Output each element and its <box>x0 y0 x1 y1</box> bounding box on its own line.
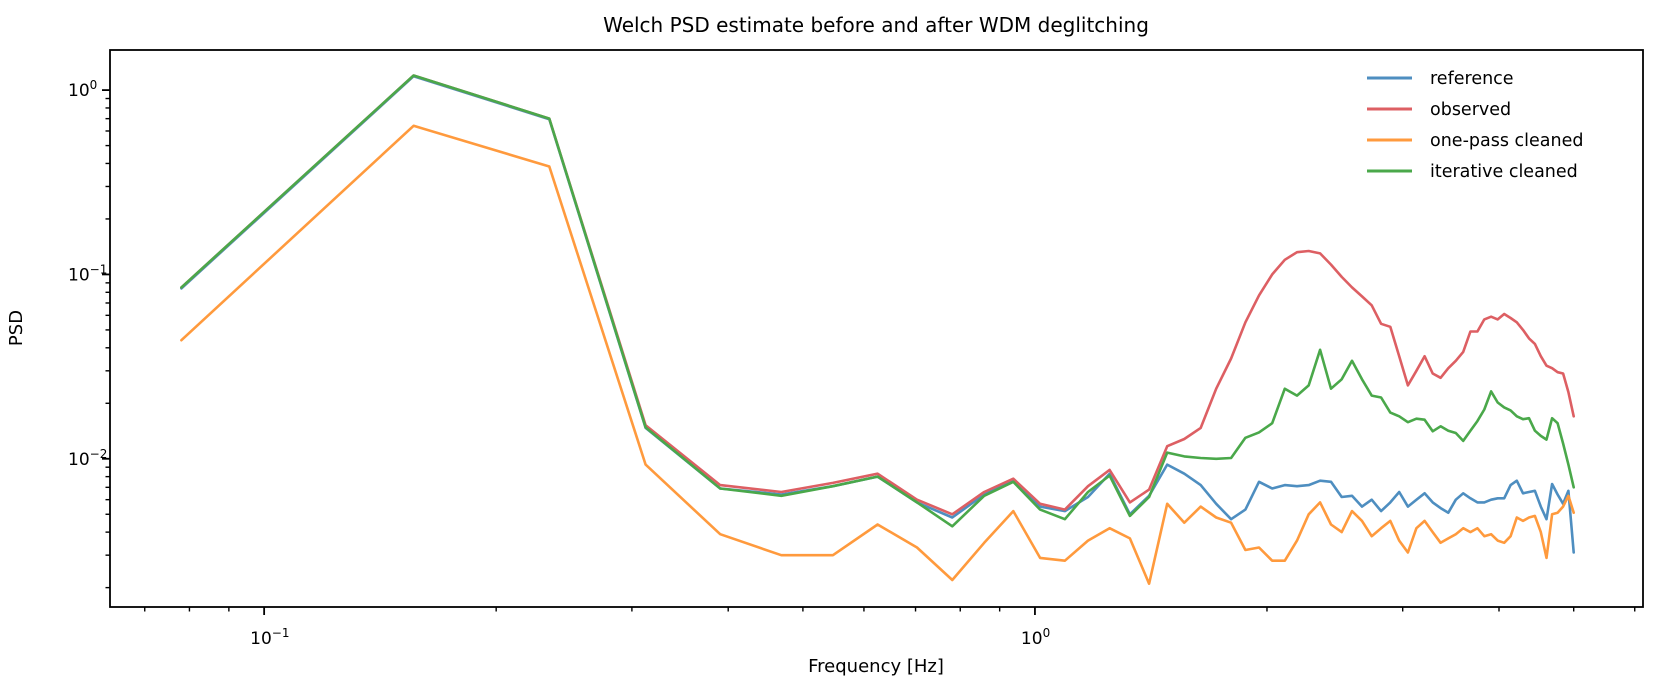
legend-item: reference <box>1367 69 1514 89</box>
tick-labels: 10−1 100 100 10−1 10−2 <box>68 78 1050 649</box>
x-axis-label: Frequency [Hz] <box>808 656 944 677</box>
series-line-iterative-cleaned <box>180 74 1575 528</box>
legend-label: iterative cleaned <box>1430 162 1578 182</box>
x-tick-label: 100 <box>1021 626 1050 649</box>
legend: reference observed one-pass cleaned iterati… <box>1367 69 1583 182</box>
y-axis-label: PSD <box>6 310 27 346</box>
major-ticks <box>102 89 1036 615</box>
legend-label: one-pass cleaned <box>1430 131 1583 151</box>
x-tick-label: 10−1 <box>250 626 289 649</box>
y-tick-label: 100 <box>68 78 97 101</box>
minor-ticks <box>105 97 1636 612</box>
plot-area <box>109 49 1644 608</box>
legend-label: reference <box>1430 69 1514 89</box>
legend-item: observed <box>1367 100 1511 120</box>
y-tick-label: 10−2 <box>68 447 107 470</box>
y-tick-label: 10−1 <box>68 262 107 285</box>
legend-item: one-pass cleaned <box>1367 131 1583 151</box>
legend-label: observed <box>1430 100 1511 120</box>
series-line-observed <box>180 74 1575 516</box>
series-lines <box>180 74 1575 586</box>
chart-title: Welch PSD estimate before and after WDM … <box>603 13 1149 37</box>
legend-item: iterative cleaned <box>1367 162 1578 182</box>
series-line-one-pass-cleaned <box>180 124 1575 586</box>
